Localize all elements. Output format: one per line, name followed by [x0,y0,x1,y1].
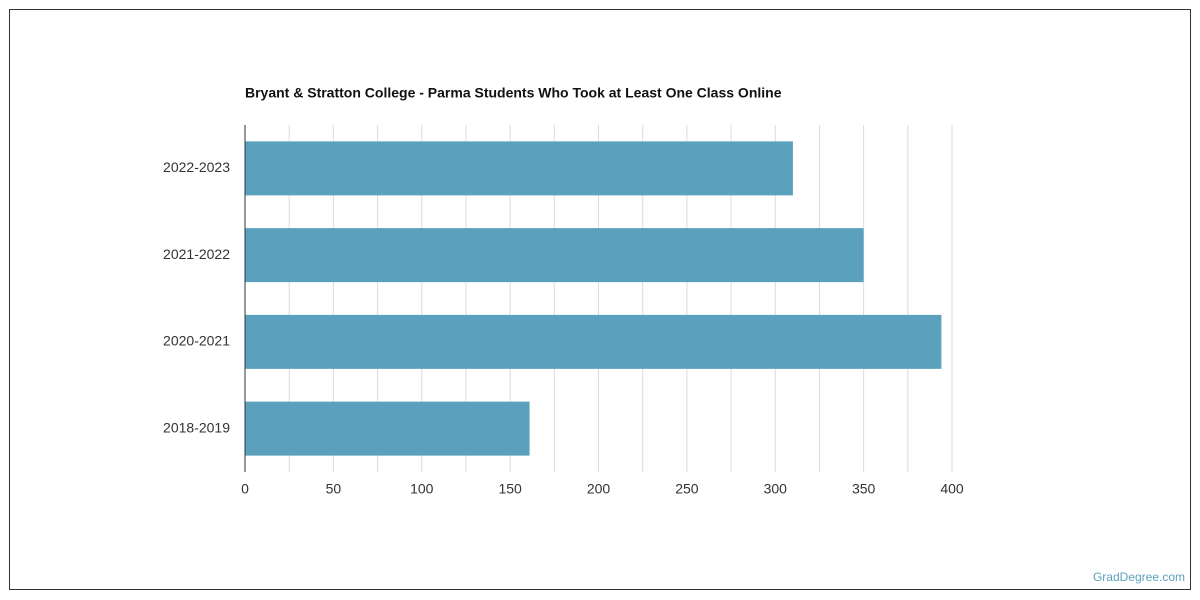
x-tick-label: 100 [410,481,434,497]
bar [245,228,864,283]
y-tick-label: 2018-2019 [163,419,230,435]
y-tick-label: 2022-2023 [163,159,230,175]
watermark[interactable]: GradDegree.com [1093,570,1185,584]
bar [245,401,530,456]
x-tick-label: 50 [326,481,342,497]
bar [245,141,793,196]
x-tick-label: 0 [241,481,249,497]
x-tick-label: 150 [498,481,522,497]
y-tick-label: 2021-2022 [163,246,230,262]
x-tick-label: 350 [852,481,876,497]
x-tick-label: 200 [587,481,611,497]
y-tick-label: 2020-2021 [163,333,230,349]
bar [245,314,942,369]
chart-title: Bryant & Stratton College - Parma Studen… [245,85,782,101]
x-tick-label: 400 [940,481,964,497]
frame [9,9,1191,590]
x-tick-label: 250 [675,481,699,497]
x-tick-label: 300 [764,481,788,497]
